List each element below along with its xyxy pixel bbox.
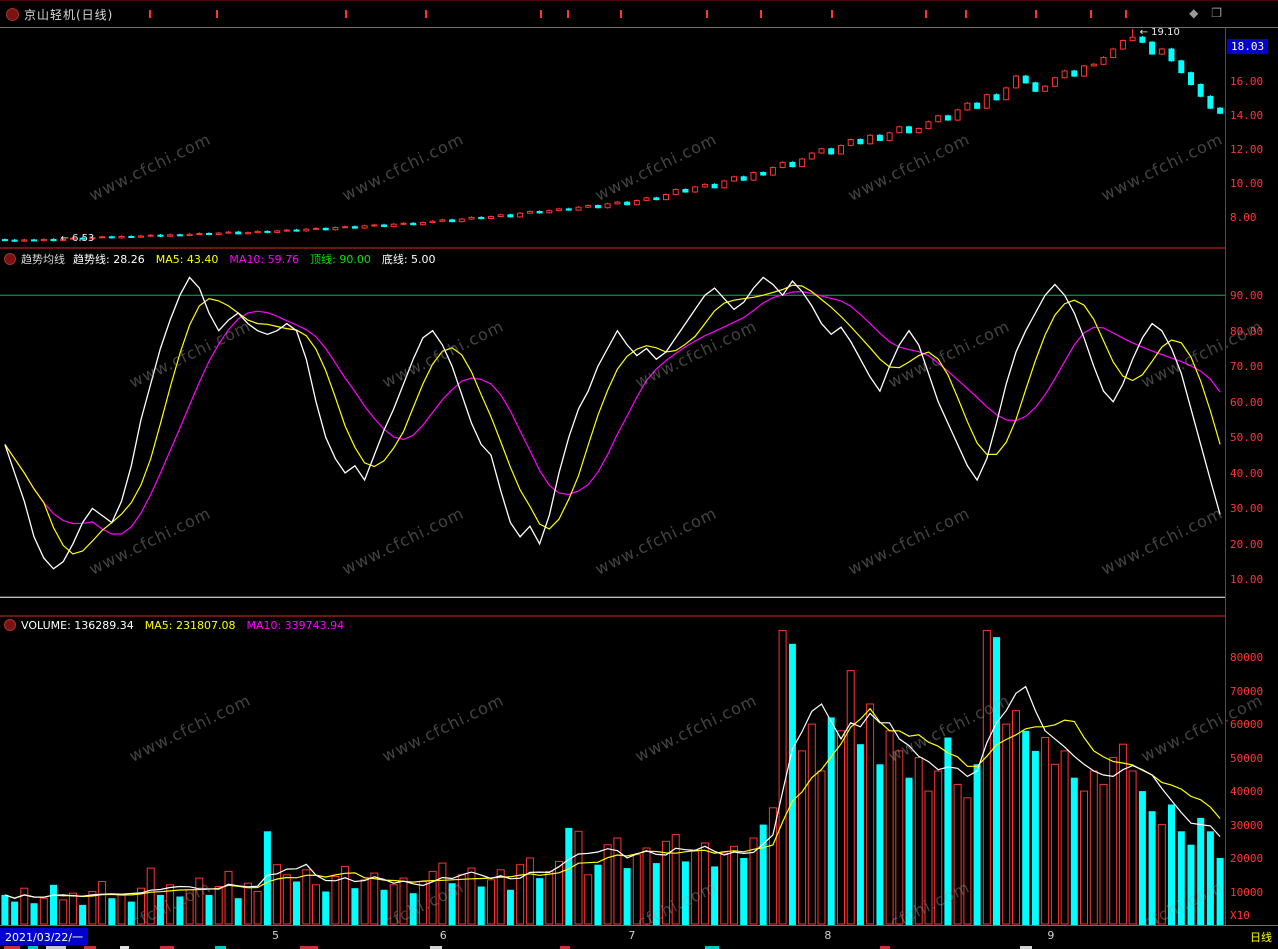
header-value: MA10: 339743.94 [246,619,345,632]
axis-tick: 70000 [1230,684,1264,698]
header-value: MA5: 231807.08 [144,619,236,632]
price-axis-column: 18.03 16.00 14.00 12.00 10.00 8.00 90.00 80.00… [1225,27,1278,925]
panel-collapse-icon[interactable] [6,8,19,21]
high-price-label: ← 19.10 [1139,27,1180,38]
titlebar: 京山轻机(日线) ◆ ❐ [0,1,1278,28]
month-labels: 5 6 7 8 9 [0,926,1225,946]
month-label: 8 [824,929,832,942]
volume-chart[interactable] [0,617,1225,925]
axis-tick: 50000 [1230,751,1264,765]
axis-tick: 10.00 [1230,176,1264,190]
volume-header: VOLUME: 136289.34 MA5: 231807.08 MA10: 339… [4,619,355,632]
titlebar-icons: ◆ ❐ [1180,6,1222,20]
header-value: MA5: 43.40 [155,253,219,266]
date-label: 2021/03/22/一 [0,928,89,946]
low-price-label: ← 6.53 [60,233,95,244]
axis-tick: 20.00 [1230,537,1264,551]
period-label[interactable]: 日线 [1250,931,1272,944]
axis-tick: 30.00 [1230,502,1264,516]
month-label: 9 [1047,929,1055,942]
axis-tick: 16.00 [1230,75,1264,89]
axis-tick: 10000 [1230,885,1264,899]
axis-tick: 12.00 [1230,142,1264,156]
indicator-chart[interactable] [0,249,1225,615]
panel-separator [0,615,1278,617]
price-panel[interactable]: ← 19.10 ← 6.53 [0,27,1225,247]
header-value: VOLUME: 136289.34 [21,619,134,632]
indicator-header: 趋势均线 趋势线: 28.26 MA5: 43.40 MA10: 59.76 顶线: 9… [4,251,447,267]
axis-tick: 20000 [1230,852,1264,866]
axis-tick: 80.00 [1230,324,1264,338]
axis-tick: 60000 [1230,718,1264,732]
month-label: 5 [271,929,279,942]
event-markers [0,1,1225,27]
axis-tick: 50.00 [1230,431,1264,445]
panel-collapse-icon[interactable] [4,619,16,631]
header-value: 趋势线: 28.26 [73,253,145,266]
window-restore-icon[interactable]: ❐ [1211,6,1222,20]
indicator-name: 趋势均线 [21,253,65,266]
header-value: 底线: 5.00 [381,253,436,266]
panel-collapse-icon[interactable] [4,253,16,265]
axis-tick: 90.00 [1230,289,1264,303]
time-axis-bar: 2021/03/22/一 5 6 7 8 9 日线 [0,925,1278,946]
chart-area: ← 19.10 ← 6.53 趋势均线 趋势线: 28.26 MA5: 43.40 M… [0,27,1278,925]
axis-tick: 80000 [1230,651,1264,665]
header-value: MA10: 59.76 [229,253,300,266]
month-label: 6 [439,929,447,942]
diamond-icon[interactable]: ◆ [1189,6,1199,20]
header-value: 顶线: 90.00 [310,253,371,266]
axis-tick: 40000 [1230,785,1264,799]
month-label: 7 [628,929,636,942]
candles-layer [1,28,1224,242]
axis-tick: 8.00 [1230,210,1257,224]
axis-tick: 70.00 [1230,360,1264,374]
axis-multiplier: X10 [1230,909,1250,922]
axis-top-value-box: 18.03 [1227,38,1269,54]
ticker-strip [0,945,1278,949]
axis-tick: 30000 [1230,818,1264,832]
window-title: 京山轻机(日线) [24,8,114,22]
candlestick-chart[interactable] [0,27,1225,247]
axis-tick: 60.00 [1230,395,1264,409]
indicator-panel[interactable]: 趋势均线 趋势线: 28.26 MA5: 43.40 MA10: 59.76 顶线: 9… [0,249,1225,615]
axis-tick: 14.00 [1230,109,1264,122]
panel-separator [0,247,1278,249]
axis-tick: 10.00 [1230,573,1264,587]
volume-panel[interactable]: VOLUME: 136289.34 MA5: 231807.08 MA10: 339… [0,617,1225,925]
volume-bars-layer [1,629,1224,925]
axis-tick: 40.00 [1230,466,1264,480]
